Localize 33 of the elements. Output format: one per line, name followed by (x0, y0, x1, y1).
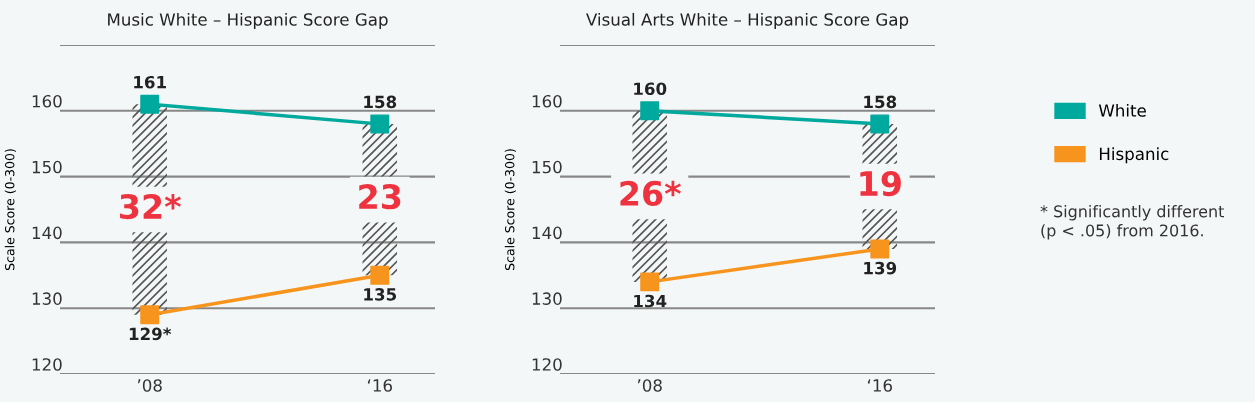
legend-label: Hispanic (1099, 147, 1169, 164)
data-label: 19 (860, 170, 901, 197)
y-tick-label: 160 (532, 94, 562, 108)
data-label: 139 (864, 261, 897, 275)
data-label: 158 (864, 95, 897, 109)
data-label: 23 (359, 184, 401, 210)
y-tick-label: 130 (532, 292, 562, 305)
data-label: 160 (634, 82, 667, 96)
data-label: 129* (129, 327, 172, 341)
y-tick-label: 120 (32, 358, 62, 371)
data-label: 158 (364, 95, 397, 109)
y-tick-label: 160 (32, 94, 62, 108)
data-label: 32* (120, 193, 181, 220)
y-tick-label: 140 (532, 226, 562, 240)
chart-title: Music White – Hispanic Score Gap (108, 12, 388, 30)
y-tick-label: 150 (532, 160, 562, 174)
y-tick-label: 140 (32, 226, 62, 240)
x-tick-label: ’08 (137, 379, 162, 392)
data-label: 161 (134, 75, 166, 89)
y-tick-label: 150 (32, 160, 62, 174)
data-label: 134 (634, 294, 667, 308)
y-axis-title: Scale Score (0-300) (4, 149, 16, 271)
y-axis-title: Scale Score (0-300) (504, 149, 516, 271)
chart-title: Visual Arts White – Hispanic Score Gap (586, 12, 909, 30)
x-tick-label: ‘16 (867, 379, 892, 392)
y-tick-label: 130 (32, 292, 62, 305)
data-label: 135 (364, 288, 397, 301)
x-tick-label: ’08 (637, 379, 662, 392)
legend-label: White (1098, 103, 1146, 117)
data-label: 26* (620, 180, 681, 207)
y-tick-label: 120 (532, 358, 562, 371)
text: * Significantly different (p < .05) from 2016. (1040, 205, 1225, 240)
x-tick-label: ‘16 (367, 379, 392, 392)
